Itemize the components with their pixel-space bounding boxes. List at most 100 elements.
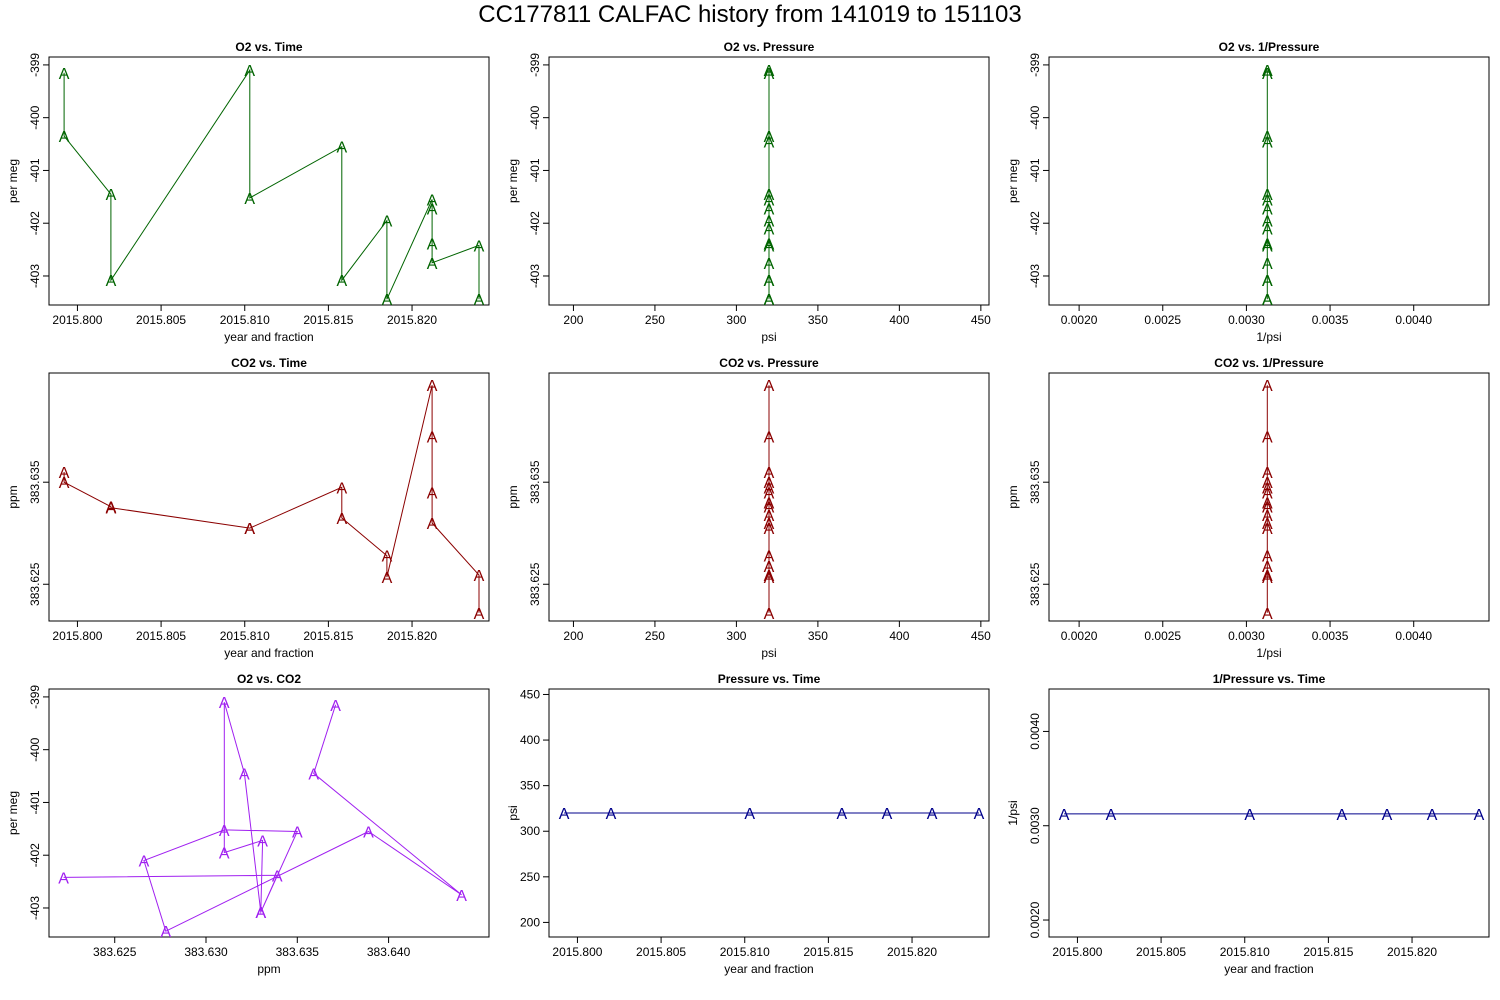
chart-4-xtick-label: 350 xyxy=(808,629,828,643)
chart-8-point: A xyxy=(1059,807,1070,824)
chart-3-xtick-label: 2015.810 xyxy=(220,629,270,643)
chart-3-point: A xyxy=(382,570,393,587)
chart-1-ytick-label: -403 xyxy=(528,264,542,288)
chart-0-xtick-label: 2015.820 xyxy=(387,313,437,327)
chart-8-title: 1/Pressure vs. Time xyxy=(1213,672,1326,686)
chart-7-ytick-label: 400 xyxy=(520,733,540,747)
chart-2-xtick-label: 0.0040 xyxy=(1395,313,1432,327)
chart-6-ytick-label: -399 xyxy=(28,685,42,709)
chart-2-ytick-label: -402 xyxy=(1028,211,1042,235)
chart-4-point: A xyxy=(764,549,775,566)
chart-7-xtick-label: 2015.820 xyxy=(887,945,937,959)
chart-1-point: A xyxy=(764,214,775,231)
chart-3-point: A xyxy=(59,475,70,492)
chart-4-point: A xyxy=(764,475,775,492)
chart-3-series-line xyxy=(63,385,480,613)
chart-4-xtick-label: 450 xyxy=(971,629,991,643)
chart-0-ytick-label: -403 xyxy=(28,264,42,288)
chart-3-point: A xyxy=(244,521,255,538)
chart-6-ytick-label: -401 xyxy=(28,790,42,814)
chart-1-ytick-label: -399 xyxy=(528,53,542,77)
chart-0-frame xyxy=(48,56,490,306)
chart-5-point: A xyxy=(1262,521,1273,538)
chart-3-xtick-label: 2015.800 xyxy=(52,629,102,643)
chart-8-ylabel: 1/psi xyxy=(1006,800,1020,825)
chart-3-panel: CO2 vs. Time 2015.800 2015.805 2015.810 2015… xyxy=(6,356,490,660)
chart-4-point: A xyxy=(764,606,775,623)
chart-6-ylabel: per meg xyxy=(6,791,20,835)
chart-5-frame xyxy=(1048,372,1490,622)
chart-3-xtick-label: 2015.805 xyxy=(136,629,186,643)
chart-8-frame xyxy=(1048,688,1490,938)
chart-5-point: A xyxy=(1262,496,1273,513)
chart-1-frame xyxy=(548,56,990,306)
chart-0-panel: O2 vs. Time 2015.800 2015.805 2015.810 2015.… xyxy=(6,40,490,344)
chart-2-point: A xyxy=(1262,192,1273,209)
chart-3-title: CO2 vs. Time xyxy=(231,356,307,370)
chart-2-point: A xyxy=(1262,292,1273,309)
chart-2-point: A xyxy=(1262,66,1273,83)
chart-2-ytick-label: -401 xyxy=(1028,158,1042,182)
chart-1-point: A xyxy=(764,134,775,151)
chart-4-xtick-label: 200 xyxy=(563,629,583,643)
chart-4-point: A xyxy=(764,485,775,502)
chart-4-point: A xyxy=(764,508,775,525)
chart-4-point: A xyxy=(764,496,775,513)
chart-2-frame xyxy=(1048,56,1490,306)
chart-0-point: A xyxy=(427,236,438,253)
chart-8-point: A xyxy=(1106,807,1117,824)
chart-3-point: A xyxy=(427,485,438,502)
chart-1-xtick-label: 250 xyxy=(645,313,665,327)
chart-2-ytick-label: -399 xyxy=(1028,53,1042,77)
chart-5-point: A xyxy=(1262,480,1273,497)
chart-2-xlabel: 1/psi xyxy=(1256,330,1281,344)
chart-5-point: A xyxy=(1262,549,1273,566)
chart-0-ytick-label: -401 xyxy=(28,158,42,182)
chart-1-ytick-label: -401 xyxy=(528,158,542,182)
chart-0-point: A xyxy=(106,187,117,204)
chart-5-point: A xyxy=(1262,378,1273,395)
chart-1-point: A xyxy=(764,192,775,209)
chart-3-point: A xyxy=(336,480,347,497)
chart-7-xtick-label: 2015.815 xyxy=(803,945,853,959)
chart-3-point: A xyxy=(474,606,485,623)
chart-6-point: A xyxy=(363,824,374,841)
chart-5-xtick-label: 0.0030 xyxy=(1228,629,1265,643)
chart-0-xtick-label: 2015.815 xyxy=(303,313,353,327)
chart-5-point: A xyxy=(1262,568,1273,585)
chart-2-ytick-label: -400 xyxy=(1028,105,1042,129)
chart-3-xlabel: year and fraction xyxy=(224,646,313,660)
chart-6-frame xyxy=(48,688,490,938)
chart-4-point: A xyxy=(764,500,775,517)
chart-8-xtick-label: 2015.810 xyxy=(1220,945,1270,959)
chart-7-xtick-label: 2015.810 xyxy=(720,945,770,959)
chart-6-xtick-label: 383.635 xyxy=(276,945,320,959)
chart-0-point: A xyxy=(382,292,393,309)
chart-3-point: A xyxy=(427,516,438,533)
chart-2-ylabel: per meg xyxy=(1006,159,1020,203)
chart-8-xlabel: year and fraction xyxy=(1224,962,1313,976)
chart-4-title: CO2 vs. Pressure xyxy=(719,356,819,370)
chart-3-point: A xyxy=(336,511,347,528)
chart-4-xtick-label: 300 xyxy=(726,629,746,643)
chart-0-point: A xyxy=(336,140,347,157)
chart-1-xtick-label: 300 xyxy=(726,313,746,327)
chart-6-point: A xyxy=(58,870,69,887)
chart-7-point: A xyxy=(836,806,847,823)
chart-1-panel: O2 vs. Pressure 200 250 300 350 400 450 -403 -40… xyxy=(506,40,991,344)
chart-2-point: A xyxy=(1262,256,1273,273)
chart-5-xtick-label: 0.0040 xyxy=(1395,629,1432,643)
chart-6-point: A xyxy=(330,698,341,715)
chart-8-point: A xyxy=(1474,807,1485,824)
chart-1-point: A xyxy=(764,236,775,253)
chart-6-panel: O2 vs. CO2 383.625 383.630 383.635 383.640 -4… xyxy=(6,672,490,976)
chart-0-point: A xyxy=(427,192,438,209)
chart-7-ytick-label: 200 xyxy=(520,915,540,929)
chart-2-point: A xyxy=(1262,201,1273,218)
chart-7-point: A xyxy=(974,806,985,823)
chart-0-ytick-label: -402 xyxy=(28,211,42,235)
chart-8-ytick-label: 0.0040 xyxy=(1028,713,1042,750)
chart-3-point: A xyxy=(382,549,393,566)
chart-2-xtick-label: 0.0035 xyxy=(1312,313,1349,327)
chart-3-point: A xyxy=(474,568,485,585)
